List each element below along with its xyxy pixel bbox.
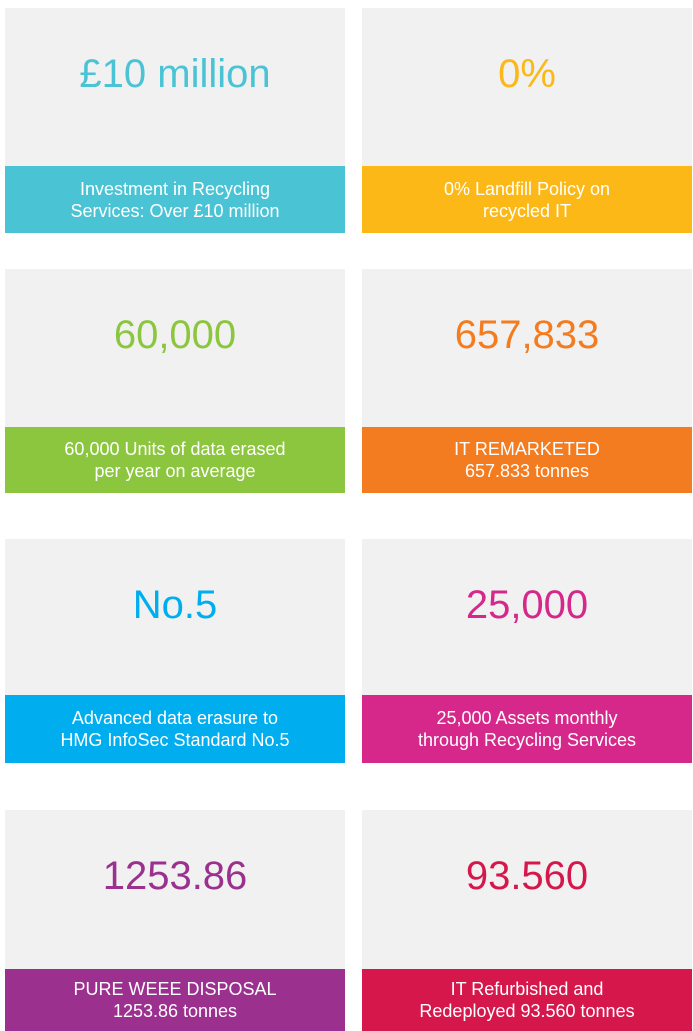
stat-value: 0% — [498, 52, 556, 96]
stat-card: 60,000 60,000 Units of data erased per yea… — [5, 269, 345, 493]
caption-line: 1253.86 tonnes — [112, 1001, 238, 1021]
stat-caption: 25,000 Assets monthly through Recycling S… — [362, 695, 692, 763]
caption-line: Advanced data erasure to — [71, 708, 279, 728]
stat-value: No.5 — [132, 583, 218, 627]
stat-caption: 60,000 Units of data erased per year on a… — [5, 427, 345, 493]
caption-line: 60,000 Units of data erased — [64, 439, 286, 459]
stat-card: £10 million Investment in Recycling Servic… — [5, 8, 345, 233]
caption-line: through Recycling Services — [417, 730, 637, 750]
stat-value: 1253.86 — [102, 854, 248, 898]
stat-caption: IT Refurbished and Redeployed 93.560 tonn… — [362, 969, 692, 1031]
stat-card: 1253.86 PURE WEEE DISPOSAL 1253.86 tonnes — [5, 810, 345, 1031]
caption-line: IT REMARKETED — [454, 439, 600, 459]
caption-line: 0% Landfill Policy on — [443, 178, 611, 199]
caption-line: Services: Over £10 million — [70, 200, 280, 221]
stat-card: 93.560 IT Refurbished and Redeployed 93.56… — [362, 810, 692, 1031]
stat-caption: PURE WEEE DISPOSAL 1253.86 tonnes — [5, 969, 345, 1031]
caption-line: PURE WEEE DISPOSAL — [73, 979, 277, 999]
stat-caption: IT REMARKETED 657.833 tonnes — [362, 427, 692, 493]
stat-value: 25,000 — [465, 583, 589, 627]
caption-line: Redeployed 93.560 tonnes — [419, 1001, 635, 1021]
caption-line: 25,000 Assets monthly — [436, 708, 618, 728]
stat-card: 25,000 25,000 Assets monthly through Recyc… — [362, 539, 692, 763]
stat-caption: Investment in Recycling Services: Over £1… — [5, 166, 345, 233]
caption-line: Investment in Recycling — [79, 178, 271, 199]
stat-card: 657,833 IT REMARKETED 657.833 tonnes — [362, 269, 692, 493]
stat-caption: 0% Landfill Policy on recycled IT — [362, 166, 692, 233]
caption-line: IT Refurbished and — [450, 979, 604, 999]
stat-card: No.5 Advanced data erasure to HMG InfoSec … — [5, 539, 345, 763]
caption-line: 657.833 tonnes — [464, 461, 590, 481]
caption-line: recycled IT — [482, 200, 572, 221]
stat-card: 0% 0% Landfill Policy on recycled IT — [362, 8, 692, 233]
stat-caption: Advanced data erasure to HMG InfoSec Stan… — [5, 695, 345, 763]
caption-line: HMG InfoSec Standard No.5 — [60, 730, 290, 750]
stat-value: 93.560 — [465, 854, 589, 898]
stat-value: 60,000 — [113, 313, 237, 357]
stat-value: £10 million — [79, 52, 271, 96]
caption-line: per year on average — [94, 461, 256, 481]
stat-value: 657,833 — [454, 313, 600, 357]
